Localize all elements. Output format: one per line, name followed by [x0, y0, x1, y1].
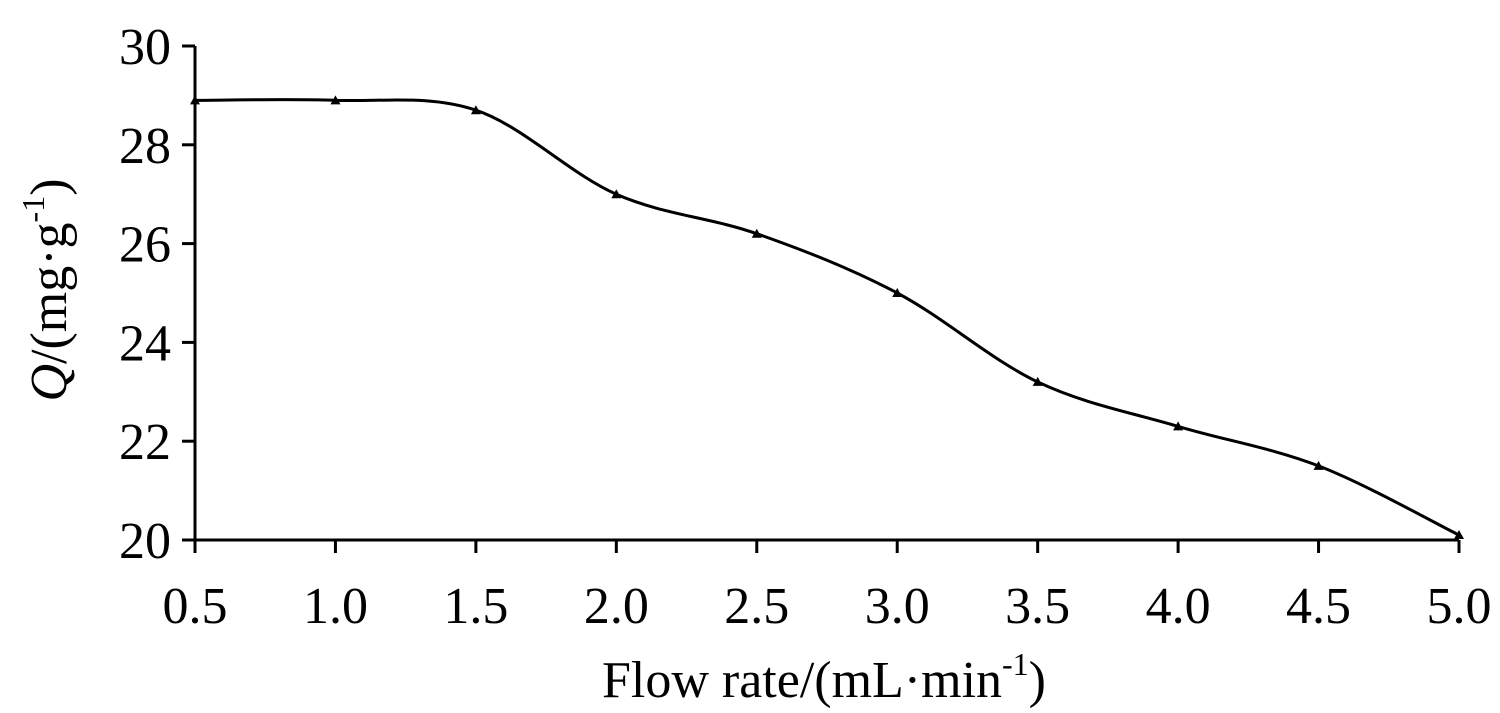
data-point-marker: [1454, 530, 1464, 540]
x-axis-title: Flow rate/(mL·min-1): [602, 646, 1046, 709]
axes: [193, 46, 1459, 542]
y-tick-label: 20: [119, 513, 171, 570]
x-tick-label: 4.0: [1146, 578, 1211, 635]
y-axis-title: Q/(mg·g-1): [15, 178, 78, 401]
x-tick-label: 1.5: [443, 578, 508, 635]
y-tick-label: 30: [119, 19, 171, 76]
x-tick-label: 0.5: [163, 578, 228, 635]
series-group: [190, 95, 1464, 540]
x-tick-label: 1.0: [303, 578, 368, 635]
data-point-marker: [611, 189, 622, 199]
x-tick-label: 2.0: [584, 578, 649, 635]
y-axis-ticks: 20 22 24 26 28 30: [119, 19, 195, 570]
data-point-marker: [1173, 421, 1184, 431]
data-point-marker: [751, 228, 762, 238]
x-tick-label: 3.5: [1005, 578, 1070, 635]
data-point-marker: [892, 288, 903, 297]
x-tick-label: 2.5: [724, 578, 789, 635]
x-tick-label: 3.0: [865, 578, 930, 635]
data-point-marker: [470, 105, 481, 115]
y-tick-label: 28: [119, 118, 171, 175]
data-point-marker: [1032, 376, 1043, 386]
data-point-marker: [190, 95, 200, 105]
x-tick-label: 4.5: [1286, 578, 1351, 635]
y-tick-label: 24: [119, 315, 171, 372]
series-line: [194, 98, 1460, 537]
y-tick-label: 22: [119, 414, 171, 471]
x-axis-ticks: 0.5 1.0 1.5 2.0 2.5 3.0 3.5 4.0 4.5 5.0: [163, 540, 1492, 635]
data-point-marker: [1313, 460, 1324, 470]
x-tick-label: 5.0: [1427, 578, 1492, 635]
data-point-marker: [330, 95, 341, 105]
y-tick-label: 26: [119, 217, 171, 274]
